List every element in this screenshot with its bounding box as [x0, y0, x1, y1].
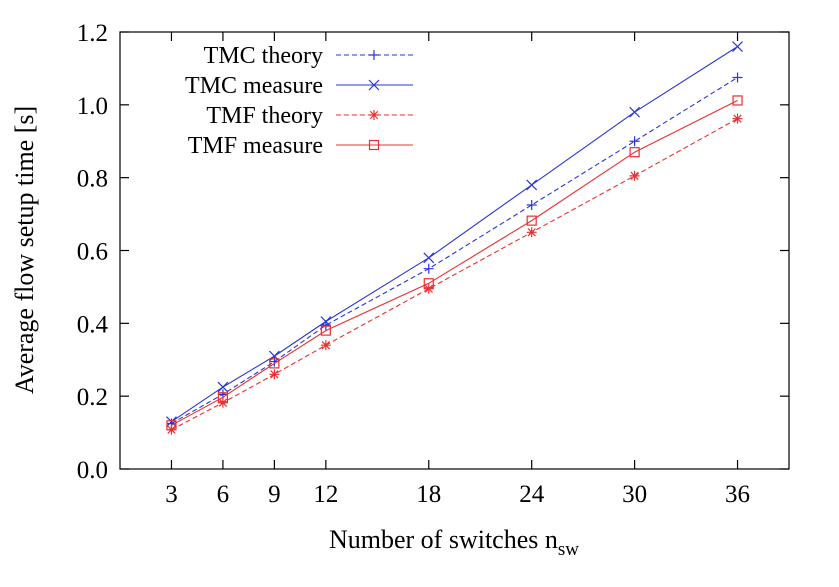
data-point — [217, 381, 229, 393]
data-point — [217, 392, 229, 403]
series-line-2 — [171, 46, 738, 423]
data-point — [732, 113, 743, 124]
data-point — [423, 263, 434, 274]
x-tick-label: 18 — [416, 481, 441, 508]
data-point — [629, 106, 641, 118]
x-axis-label-subscript: sw — [558, 539, 579, 560]
y-tick-label: 0.4 — [77, 311, 109, 338]
data-point — [166, 420, 177, 431]
data-point — [629, 147, 640, 158]
x-tick-label: 12 — [313, 481, 338, 508]
legend: TMC theory TMC measure TMF theory TMF measu… — [185, 43, 413, 159]
data-point — [217, 397, 228, 408]
data-point — [269, 369, 280, 380]
legend-label: TMC measure — [185, 73, 323, 99]
data-point — [526, 199, 537, 210]
data-point — [629, 136, 640, 147]
data-point — [732, 72, 743, 83]
legend-label: TMC theory — [204, 43, 323, 69]
legend-marker — [368, 79, 380, 91]
legend-marker — [368, 139, 380, 151]
series-line-4 — [171, 100, 738, 426]
legend-marker — [369, 50, 379, 60]
y-axis: 0.0 0.2 0.4 0.6 0.8 1.0 1.2 — [77, 20, 789, 484]
data-point — [526, 227, 537, 238]
x-tick-label: 36 — [725, 481, 750, 508]
y-tick-label: 0.0 — [77, 457, 108, 484]
y-tick-label: 0.6 — [77, 239, 108, 266]
y-axis-label: Average flow setup time [s] — [10, 106, 39, 394]
data-point — [423, 252, 435, 264]
data-point — [166, 416, 177, 428]
x-tick-label: 3 — [165, 481, 178, 508]
data-point — [526, 215, 537, 226]
x-axis-label: Number of switches nsw — [329, 525, 579, 560]
x-tick-label: 30 — [622, 481, 647, 508]
data-point — [423, 283, 434, 294]
series-layer — [166, 41, 743, 435]
series-line-3 — [171, 118, 738, 431]
data-point — [629, 170, 640, 181]
series-line-1 — [171, 77, 738, 424]
data-point — [269, 358, 280, 369]
data-point — [732, 95, 743, 106]
y-tick-label: 0.8 — [77, 166, 108, 193]
x-tick-label: 9 — [268, 481, 281, 508]
data-point — [320, 340, 331, 351]
data-point — [320, 316, 332, 327]
data-point — [732, 41, 743, 52]
x-tick-label: 24 — [519, 481, 545, 508]
x-tick-label: 6 — [217, 481, 230, 508]
y-tick-label: 1.0 — [77, 93, 108, 120]
x-axis: 3 6 9 12 18 24 30 36 — [165, 32, 750, 508]
legend-label: TMF measure — [188, 133, 323, 159]
y-tick-label: 1.2 — [77, 20, 108, 47]
data-point — [423, 278, 434, 289]
y-tick-label: 0.2 — [77, 384, 108, 411]
data-point — [526, 179, 538, 191]
legend-label: TMF theory — [206, 103, 323, 129]
data-point — [320, 325, 331, 336]
legend-marker — [369, 110, 379, 120]
